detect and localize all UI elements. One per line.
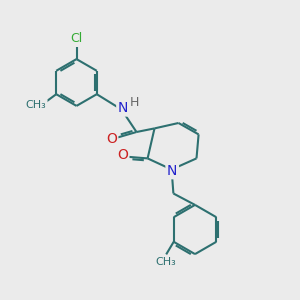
Text: N: N	[118, 101, 128, 115]
Text: CH₃: CH₃	[156, 257, 177, 267]
Text: H: H	[129, 95, 139, 109]
Text: N: N	[167, 164, 177, 178]
Text: CH₃: CH₃	[26, 100, 46, 110]
Text: Cl: Cl	[70, 32, 83, 46]
Text: O: O	[106, 132, 117, 146]
Text: O: O	[117, 148, 128, 162]
